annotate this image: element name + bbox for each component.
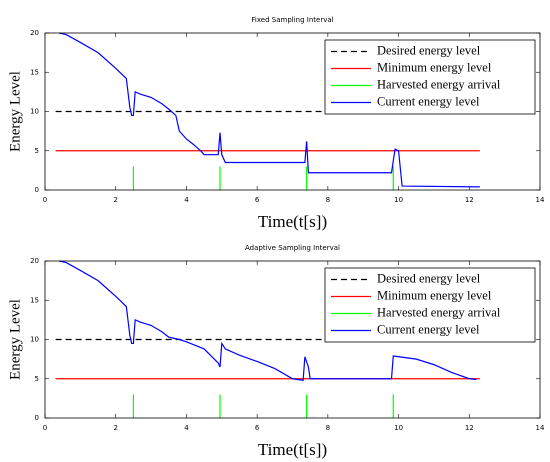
legend-label: Desired energy level (377, 43, 481, 57)
y-tick-label: 15 (30, 68, 39, 76)
x-tick-label: 8 (326, 424, 330, 432)
x-axis-label: Time(t[s]) (258, 440, 327, 459)
legend-label: Current energy level (377, 322, 480, 336)
legend-label: Harvested energy arrival (377, 305, 501, 319)
chart-title: Adaptive Sampling Interval (245, 244, 340, 252)
y-tick-label: 0 (35, 186, 39, 194)
chart-title: Fixed Sampling Interval (251, 16, 333, 24)
x-tick-label: 6 (255, 196, 260, 204)
series-line (132, 166, 394, 190)
x-tick-label: 0 (43, 424, 47, 432)
x-tick-label: 8 (326, 196, 330, 204)
legend-label: Minimum energy level (377, 60, 492, 74)
y-axis-label: Energy Level (7, 71, 23, 152)
plot-frame (44, 32, 541, 191)
legend-label: Desired energy level (377, 271, 481, 285)
x-tick-label: 12 (465, 196, 474, 204)
y-tick-label: 10 (30, 336, 39, 344)
legend-label: Minimum energy level (377, 288, 492, 302)
x-tick-label: 4 (184, 196, 189, 204)
x-tick-label: 10 (394, 424, 403, 432)
x-tick-label: 14 (536, 424, 545, 432)
y-tick-label: 20 (30, 257, 39, 265)
y-tick-label: 5 (35, 375, 39, 383)
x-tick-label: 14 (536, 196, 545, 204)
x-tick-label: 12 (465, 424, 474, 432)
x-tick-label: 2 (113, 424, 117, 432)
x-tick-label: 0 (43, 196, 47, 204)
legend-label: Harvested energy arrival (377, 77, 501, 91)
y-axis-label: Energy Level (7, 299, 23, 380)
series-line (59, 32, 480, 188)
x-tick-label: 4 (184, 424, 189, 432)
legend-box (324, 39, 536, 115)
legend-box (324, 267, 536, 343)
y-tick-label: 5 (35, 147, 39, 155)
x-axis-label: Time(t[s]) (258, 212, 327, 231)
x-tick-label: 10 (394, 196, 403, 204)
y-tick-label: 20 (30, 29, 39, 37)
y-tick-label: 15 (30, 296, 39, 304)
legend-label: Current energy level (377, 94, 480, 108)
series-line (59, 260, 477, 382)
plot-frame (44, 260, 541, 419)
y-tick-label: 0 (35, 414, 39, 422)
x-tick-label: 2 (113, 196, 117, 204)
y-tick-label: 10 (30, 108, 39, 116)
x-tick-label: 6 (255, 424, 260, 432)
series-line (132, 394, 394, 418)
